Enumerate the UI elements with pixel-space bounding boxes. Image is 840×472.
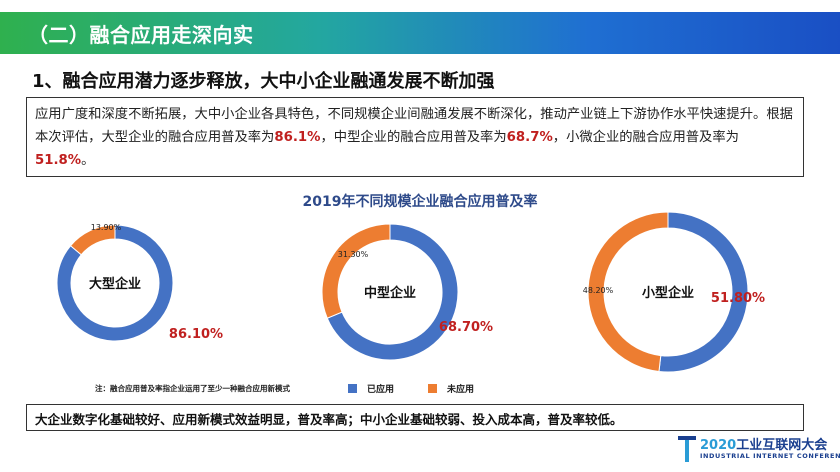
slice-applied	[326, 223, 459, 361]
summary-text: ，小微企业的融合应用普及率为	[552, 130, 739, 145]
applied-data-label: 68.70%	[439, 320, 493, 335]
summary-text: ，中型企业的融合应用普及率为	[320, 130, 507, 145]
chart-title: 2019年不同规模企业融合应用普及率	[302, 194, 538, 210]
logo-year: 2020	[700, 438, 737, 453]
summary-text: 应用广度和深度不断拓展，大中小企业各具特色，不同规模企业间融通发展不断深化，推动…	[35, 107, 793, 145]
conference-logo: 2020工业互联网大会 INDUSTRIAL INTERNET CONFEREN…	[678, 434, 840, 466]
slice-not-applied	[69, 224, 116, 256]
logo-name: 工业互联网大会	[736, 438, 828, 453]
applied-data-label: 86.10%	[169, 327, 223, 342]
applied-data-label: 51.80%	[711, 291, 765, 306]
legend-swatch-applied	[348, 384, 357, 393]
logo-mark-icon	[678, 436, 696, 462]
donut-center-label: 大型企业	[89, 276, 141, 292]
section-title: （二）融合应用走深向实	[28, 23, 254, 47]
donut-small: 小型企业 51.80% 48.20%	[583, 211, 765, 373]
not-applied-data-label: 48.20%	[583, 286, 614, 295]
legend-label-applied: 已应用	[367, 385, 395, 395]
header-banner	[0, 12, 840, 54]
footnote: 注：融合应用普及率指企业运用了至少一种融合应用新模式	[95, 384, 290, 393]
not-applied-data-label: 31.30%	[338, 250, 369, 259]
legend-item-applied: 已应用	[348, 382, 394, 395]
slice-not-applied	[587, 211, 669, 373]
legend-item-not-applied: 未应用	[428, 382, 474, 395]
legend-swatch-not-applied	[428, 384, 437, 393]
logo-title: 2020工业互联网大会	[700, 434, 827, 453]
medium-rate-value: 68.7%	[506, 130, 553, 145]
conclusion-box: 大企业数字化基础较好、应用新模式效益明显，普及率高；中小企业基础较弱、投入成本高…	[26, 404, 804, 431]
legend-label-not-applied: 未应用	[447, 385, 475, 395]
page-heading: 1、融合应用潜力逐步释放，大中小企业融通发展不断加强	[32, 71, 495, 92]
summary-text: 。	[81, 153, 95, 168]
slice-applied	[56, 224, 174, 342]
slice-not-applied	[321, 223, 391, 319]
donut-center-label: 中型企业	[364, 285, 416, 301]
donut-medium: 中型企业 68.70% 31.30%	[321, 223, 493, 361]
donut-center-label: 小型企业	[642, 285, 694, 301]
not-applied-data-label: 13.90%	[91, 223, 122, 232]
large-rate-value: 86.1%	[274, 130, 321, 145]
donut-large: 大型企业 86.10% 13.90%	[56, 223, 223, 342]
summary-box: 应用广度和深度不断拓展，大中小企业各具特色，不同规模企业间融通发展不断深化，推动…	[26, 97, 804, 177]
logo-subtitle: INDUSTRIAL INTERNET CONFERENCE	[700, 452, 840, 460]
donut-charts: 大型企业 86.10% 13.90% 中型企业 68.70% 31.30% 小型企业 51…	[56, 211, 765, 373]
small-rate-value: 51.8%	[35, 153, 82, 168]
